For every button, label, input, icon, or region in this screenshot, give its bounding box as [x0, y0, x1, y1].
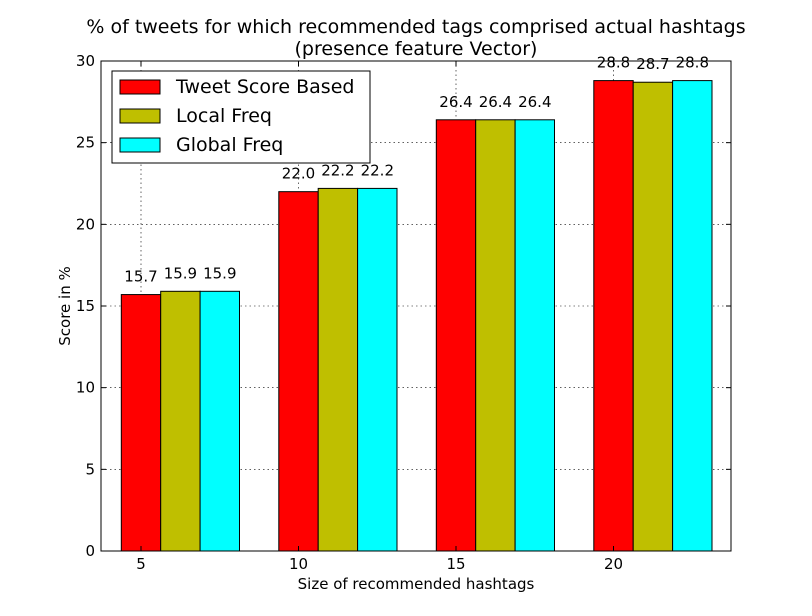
y-axis-label: Score in % [56, 266, 74, 345]
axes: 0 5 10 15 20 25 30 5 10 15 20 [76, 52, 732, 573]
data-label: 22.2 [361, 161, 394, 179]
y-tick-label: 20 [76, 215, 95, 233]
y-tick-label: 25 [76, 134, 95, 152]
legend-label: Local Freq [176, 105, 272, 127]
bar-20-series-0 [593, 80, 634, 552]
data-label: 26.4 [439, 93, 472, 111]
bar-5-series-2 [199, 290, 241, 552]
legend-label: Global Freq [176, 134, 283, 156]
bar-10-series-1 [317, 187, 359, 552]
bar-10-series-2 [357, 187, 398, 552]
bar-10-series-0 [278, 191, 319, 552]
x-tick-label: 10 [289, 555, 308, 573]
y-tick-label: 0 [85, 542, 95, 560]
legend: Tweet Score Based Local Freq Global Freq [111, 70, 371, 164]
data-label: 15.9 [203, 264, 236, 282]
bars [120, 80, 713, 552]
bar-20-series-1 [632, 81, 674, 552]
x-tick-label: 20 [604, 555, 623, 573]
bar-15-series-0 [435, 119, 477, 552]
data-label: 28.7 [636, 55, 669, 73]
data-label: 22.2 [321, 161, 354, 179]
data-label: 15.7 [124, 268, 157, 286]
legend-label: Tweet Score Based [175, 76, 354, 98]
data-label: 26.4 [518, 93, 551, 111]
bar-15-series-1 [475, 119, 516, 552]
data-label: 15.9 [164, 264, 197, 282]
y-tick-label: 15 [76, 297, 95, 315]
data-labels: 15.7 22.0 26.4 28.8 15.9 22.2 26.4 28.7 15.9 22.2… [124, 54, 709, 286]
legend-swatch [119, 79, 161, 95]
legend-swatch [119, 108, 161, 124]
bar-15-series-2 [514, 119, 555, 552]
y-tick-label: 30 [76, 52, 95, 70]
data-label: 28.8 [676, 54, 709, 72]
bar-20-series-2 [672, 80, 713, 552]
chart-title: % of tweets for which recommended tags c… [86, 16, 745, 38]
data-label: 26.4 [479, 93, 512, 111]
y-tick-label: 10 [76, 379, 95, 397]
bar-5-series-0 [120, 294, 162, 552]
legend-swatch [119, 137, 161, 153]
x-tick-label: 5 [136, 555, 146, 573]
y-tick-label: 5 [85, 460, 95, 478]
x-tick-label: 15 [446, 555, 465, 573]
data-label: 22.0 [282, 165, 315, 183]
x-axis-label: Size of recommended hashtags [298, 575, 535, 593]
chart-subtitle: (presence feature Vector) [295, 38, 538, 60]
bar-5-series-1 [160, 290, 201, 552]
